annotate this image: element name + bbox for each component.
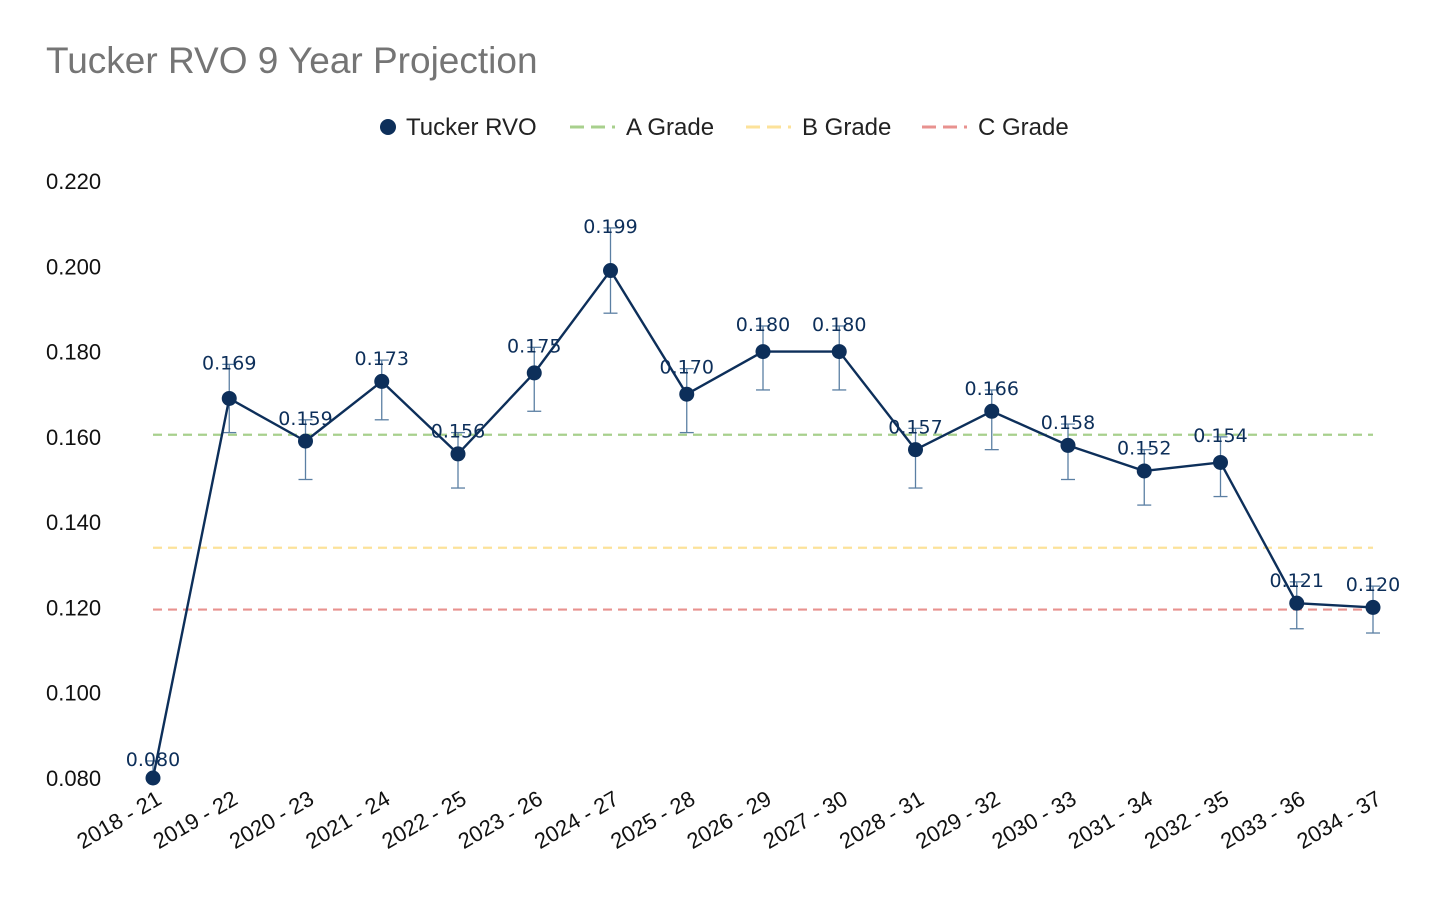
- x-tick-label: 2021 - 24: [301, 786, 394, 854]
- data-labels: 0.080 0.169 0.159 0.173 0.156 0.175 0.199 0.170…: [126, 216, 1400, 771]
- data-label: 0.121: [1270, 570, 1324, 592]
- x-tick-label: 2020 - 23: [225, 786, 318, 854]
- y-tick-label: 0.180: [46, 340, 101, 365]
- x-tick-label: 2025 - 28: [606, 786, 699, 854]
- y-tick-label: 0.160: [46, 425, 101, 450]
- error-bars: [146, 227, 1380, 779]
- data-point: [526, 365, 542, 381]
- legend-marker-tucker-rvo: [380, 119, 396, 135]
- y-tick-label: 0.120: [46, 595, 101, 620]
- data-point: [679, 386, 695, 402]
- data-label: 0.170: [660, 357, 714, 379]
- legend-label: A Grade: [626, 114, 714, 141]
- x-tick-label: 2031 - 34: [1064, 786, 1157, 854]
- x-tick-label: 2019 - 22: [149, 786, 242, 854]
- data-point: [1365, 599, 1381, 615]
- legend-label: C Grade: [978, 114, 1069, 141]
- data-label: 0.180: [812, 314, 866, 336]
- data-label: 0.120: [1346, 574, 1400, 596]
- data-point: [1213, 454, 1228, 470]
- data-point: [1289, 595, 1305, 611]
- x-tick-label: 2027 - 30: [759, 786, 852, 854]
- data-point: [374, 373, 390, 389]
- data-point: [145, 770, 161, 786]
- x-tick-label: 2023 - 26: [454, 786, 547, 854]
- data-point: [450, 446, 466, 462]
- x-tick-label: 2030 - 33: [987, 786, 1080, 854]
- data-point: [755, 344, 771, 360]
- x-tick-label: 2024 - 27: [530, 786, 623, 854]
- data-point: [908, 442, 923, 458]
- data-label: 0.180: [736, 314, 790, 336]
- y-tick-label: 0.200: [46, 254, 101, 279]
- y-tick-label: 0.080: [46, 766, 101, 791]
- data-label: 0.157: [888, 416, 942, 438]
- reference-lines: [153, 433, 1373, 611]
- y-tick-label: 0.100: [46, 681, 101, 706]
- x-tick-label: 2029 - 32: [911, 786, 1004, 854]
- data-label: 0.166: [965, 378, 1019, 400]
- y-tick-label: 0.140: [46, 510, 101, 535]
- data-point: [1060, 437, 1076, 453]
- legend-label: Tucker RVO: [406, 114, 537, 141]
- data-point: [298, 433, 313, 449]
- data-label: 0.173: [355, 348, 409, 370]
- legend-label: B Grade: [802, 114, 891, 141]
- data-label: 0.158: [1041, 412, 1095, 434]
- data-label: 0.169: [202, 352, 256, 374]
- y-tick-label: 0.220: [46, 169, 101, 194]
- data-point: [831, 344, 847, 360]
- data-label: 0.156: [431, 421, 485, 443]
- x-tick-label: 2018 - 21: [72, 786, 165, 854]
- data-label: 0.199: [583, 216, 637, 238]
- x-tick-label: 2034 - 37: [1292, 786, 1385, 854]
- x-tick-label: 2026 - 29: [682, 786, 775, 854]
- series-tucker-rvo: [145, 263, 1381, 786]
- data-label: 0.080: [126, 749, 180, 771]
- data-label: 0.154: [1193, 425, 1247, 447]
- y-axis: 0.080 0.100 0.120 0.140 0.160 0.180 0.200 0.220: [46, 169, 101, 791]
- x-tick-label: 2028 - 31: [835, 786, 928, 854]
- data-point: [221, 390, 237, 406]
- x-tick-label: 2032 - 35: [1140, 786, 1233, 854]
- x-tick-label: 2033 - 36: [1216, 786, 1309, 854]
- legend: Tucker RVO A Grade B Grade C Grade: [380, 114, 1069, 141]
- data-point: [603, 263, 618, 279]
- data-point: [984, 403, 1000, 419]
- chart-title: Tucker RVO 9 Year Projection: [46, 40, 538, 81]
- data-point: [1136, 463, 1152, 479]
- data-label: 0.159: [278, 408, 332, 430]
- data-label: 0.152: [1117, 438, 1171, 460]
- x-tick-label: 2022 - 25: [377, 786, 470, 854]
- data-label: 0.175: [507, 335, 561, 357]
